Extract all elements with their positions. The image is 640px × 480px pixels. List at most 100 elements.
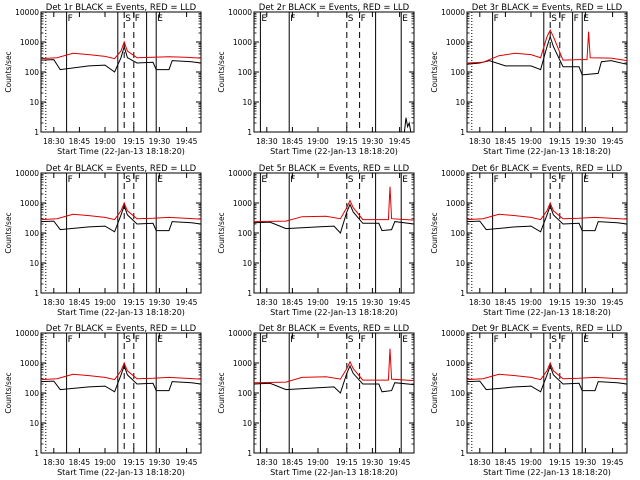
chart-title: Det 4r BLACK = Events, RED = LLD	[46, 164, 197, 174]
x-tick-label: 19:00	[94, 458, 116, 467]
x-tick-label: 18:45	[495, 298, 517, 307]
y-axis-label: Counts/sec	[217, 372, 226, 413]
y-tick-label: 1	[460, 128, 465, 137]
y-tick-label: 10000	[228, 8, 252, 17]
detector-panel-9: Det 9r BLACK = Events, RED = LLD 1 10 100 10…	[430, 324, 628, 477]
time-marker-label: S	[348, 14, 354, 24]
lld-series-line	[466, 201, 628, 221]
y-tick-label: 10	[455, 98, 465, 107]
x-axis-label: Start Time (22-Jan-13 18:18:20)	[483, 147, 611, 156]
detector-panel-6: Det 6r BLACK = Events, RED = LLD 1 10 100 10…	[430, 164, 628, 317]
y-tick-label: 1000	[20, 359, 39, 368]
detector-panel-1: Det 1r BLACK = Events, RED = LLD 1 10 100 10…	[4, 3, 202, 156]
x-tick-label: 18:45	[495, 137, 517, 146]
x-axis-label: Start Time (22-Jan-13 18:18:20)	[57, 147, 185, 156]
y-tick-label: 1	[460, 449, 465, 458]
chart-title: Det 3r BLACK = Events, RED = LLD	[472, 3, 623, 13]
time-marker-label: E	[583, 14, 589, 24]
x-tick-label: 19:30	[575, 458, 597, 467]
x-axis-label: Start Time (22-Jan-13 18:18:20)	[270, 308, 398, 317]
time-marker-label: F	[561, 175, 566, 185]
time-marker-label: S	[125, 14, 131, 24]
detector-panel-8: Det 8r BLACK = Events, RED = LLD 1 10 100 10…	[217, 324, 415, 477]
time-marker-label: F	[574, 14, 579, 24]
x-tick-label: 18:30	[256, 458, 278, 467]
y-axis-label: Counts/sec	[217, 212, 226, 253]
x-tick-label: 19:30	[149, 298, 171, 307]
detector-panel-7: Det 7r BLACK = Events, RED = LLD 1 10 100 10…	[4, 324, 202, 477]
y-tick-label: 100	[25, 389, 40, 398]
y-tick-label: 10	[455, 419, 465, 428]
x-tick-label: 18:45	[495, 458, 517, 467]
lld-series-line	[253, 186, 415, 223]
x-tick-label: 19:30	[362, 298, 384, 307]
x-tick-label: 18:30	[256, 298, 278, 307]
x-tick-label: 19:45	[176, 458, 198, 467]
x-tick-label: 18:45	[69, 298, 91, 307]
x-tick-label: 19:00	[307, 458, 329, 467]
y-tick-label: 100	[25, 229, 40, 238]
detector-panel-3: Det 3r BLACK = Events, RED = LLD 1 10 100 10…	[430, 3, 628, 156]
x-tick-label: 19:00	[520, 137, 542, 146]
y-tick-label: 1000	[233, 38, 252, 47]
time-marker-label: F	[361, 14, 366, 24]
lld-series-line	[466, 28, 628, 64]
x-tick-label: 18:30	[43, 298, 65, 307]
y-tick-label: 10000	[441, 169, 465, 178]
time-marker-label: E	[261, 14, 267, 24]
time-marker-label: S	[551, 335, 557, 345]
time-marker-label: E	[583, 335, 589, 345]
events-series-line	[466, 204, 628, 233]
y-tick-label: 100	[238, 68, 253, 77]
x-tick-label: 19:30	[362, 137, 384, 146]
time-marker-label: F	[135, 14, 140, 24]
y-tick-label: 1000	[20, 38, 39, 47]
events-series-line	[466, 35, 628, 76]
y-tick-label: 1	[34, 289, 39, 298]
y-tick-label: 1	[460, 289, 465, 298]
time-marker-label: E	[261, 175, 267, 185]
y-tick-label: 1000	[233, 199, 252, 208]
y-tick-label: 10	[242, 419, 252, 428]
x-tick-label: 19:45	[389, 137, 411, 146]
x-tick-label: 18:30	[469, 137, 491, 146]
x-axis-label: Start Time (22-Jan-13 18:18:20)	[483, 468, 611, 477]
x-tick-label: 19:30	[149, 137, 171, 146]
time-marker-label: E	[402, 14, 408, 24]
time-marker-label: S	[551, 175, 557, 185]
y-tick-label: 1	[247, 449, 252, 458]
y-tick-label: 1000	[20, 199, 39, 208]
chart-title: Det 5r BLACK = Events, RED = LLD	[259, 164, 410, 174]
x-tick-label: 18:30	[43, 458, 65, 467]
lld-series-line	[40, 201, 202, 221]
y-axis-label: Counts/sec	[4, 51, 13, 92]
x-axis-label: Start Time (22-Jan-13 18:18:20)	[57, 308, 185, 317]
time-marker-label: F	[135, 335, 140, 345]
detector-panel-5: Det 5r BLACK = Events, RED = LLD 1 10 100 10…	[217, 164, 415, 317]
time-marker-label: E	[157, 175, 163, 185]
x-tick-label: 19:45	[389, 298, 411, 307]
x-tick-label: 19:45	[602, 298, 624, 307]
y-tick-label: 10	[29, 98, 39, 107]
y-tick-label: 10	[29, 419, 39, 428]
detector-panel-4: Det 4r BLACK = Events, RED = LLD 1 10 100 10…	[4, 164, 202, 317]
time-marker-label: F	[290, 175, 295, 185]
x-tick-label: 19:15	[336, 458, 358, 467]
plot-frame	[466, 332, 628, 454]
y-tick-label: 10	[242, 98, 252, 107]
x-axis-label: Start Time (22-Jan-13 18:18:20)	[483, 308, 611, 317]
time-marker-label: F	[561, 14, 566, 24]
x-tick-label: 18:45	[282, 298, 304, 307]
time-marker-label: S	[348, 175, 354, 185]
y-tick-label: 1	[34, 128, 39, 137]
x-tick-label: 18:30	[256, 137, 278, 146]
y-axis-label: Counts/sec	[4, 212, 13, 253]
y-tick-label: 1000	[233, 359, 252, 368]
lld-series-line	[40, 40, 202, 60]
x-tick-label: 19:00	[520, 458, 542, 467]
x-tick-label: 19:00	[94, 298, 116, 307]
y-tick-label: 10000	[441, 8, 465, 17]
events-series-line	[253, 364, 415, 394]
chart-title: Det 7r BLACK = Events, RED = LLD	[46, 324, 197, 334]
events-series-line	[40, 44, 202, 73]
